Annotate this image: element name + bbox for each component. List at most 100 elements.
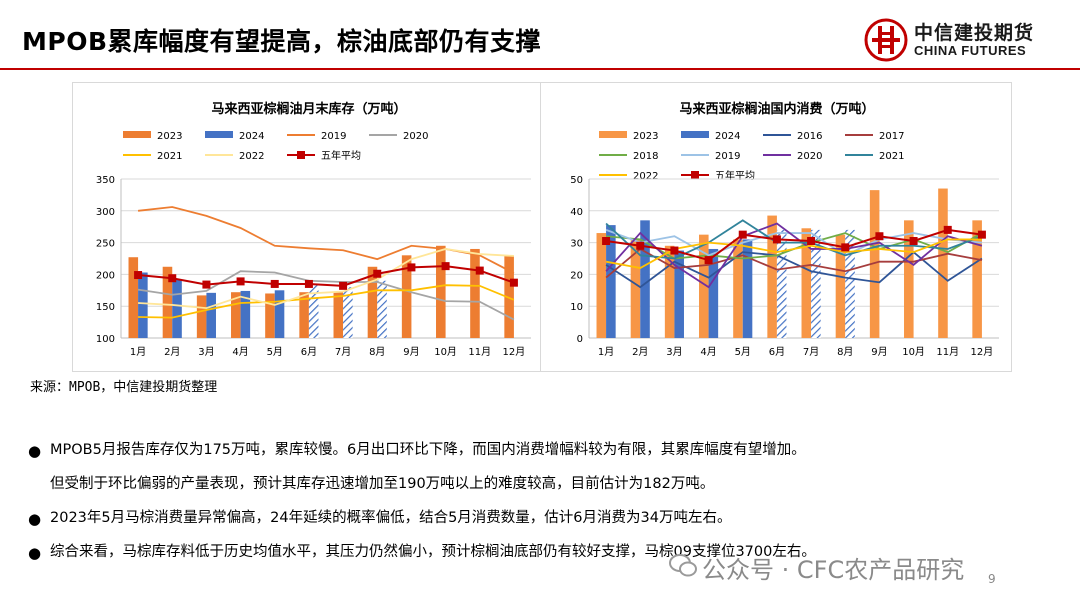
legend-swatch-marker <box>691 171 699 179</box>
y-tick-label: 20 <box>570 270 583 281</box>
marker-五年平均 <box>772 235 781 244</box>
marker-五年平均 <box>943 225 952 234</box>
legend-swatch-bar <box>599 131 627 138</box>
bar-2024 <box>640 220 650 338</box>
marker-五年平均 <box>373 269 382 278</box>
consumption-chart-svg: 马来西亚棕榈油国内消费（万吨） 2023 2024 2016 2017 2018 2019 2… <box>570 101 999 358</box>
y-tick-label: 300 <box>96 207 115 218</box>
legend-swatch-marker <box>297 151 305 159</box>
legend-label: 2019 <box>321 131 346 142</box>
bar-2024 <box>240 290 251 338</box>
legend-label: 2020 <box>797 151 822 162</box>
y-tick-label: 0 <box>577 334 583 345</box>
bar-2024 <box>674 250 684 338</box>
marker-五年平均 <box>236 277 245 286</box>
x-tick-label: 8月 <box>369 346 385 358</box>
legend-label: 2024 <box>239 131 264 142</box>
x-tick-label: 5月 <box>267 346 283 358</box>
bullet-item: 但受制于环比偏弱的产量表现，预计其库存迅速增加至190万吨以上的难度较高，目前估… <box>28 474 1028 508</box>
bar-2024 <box>742 239 753 338</box>
y-tick-label: 30 <box>570 239 583 250</box>
page-title: MPOB累库幅度有望提高，棕油底部仍有支撑 <box>22 27 542 56</box>
bar-2023 <box>733 239 743 338</box>
bar-2023 <box>972 220 982 338</box>
y-tick-label: 50 <box>570 175 583 186</box>
bar-2023 <box>904 220 914 338</box>
series-line-五年平均 <box>605 228 983 262</box>
header-divider <box>0 68 1080 70</box>
bar-2023 <box>938 188 948 338</box>
x-tick-label: 5月 <box>735 346 751 358</box>
legend-label: 2016 <box>797 131 822 142</box>
x-tick-label: 12月 <box>971 346 994 358</box>
marker-五年平均 <box>738 230 747 239</box>
bullet-item: ● MPOB5月报告库存仅为175万吨，累库较慢。6月出口环比下降，而国内消费增… <box>28 440 1028 474</box>
watermark: 公众号 · CFC农产品研究 <box>702 556 965 584</box>
bullet-list: ● MPOB5月报告库存仅为175万吨，累库较慢。6月出口环比下降，而国内消费增… <box>28 440 1028 576</box>
bar-2024 <box>308 285 319 338</box>
series-line-2022 <box>138 248 514 310</box>
inventory-chart-svg: 马来西亚棕榈油月末库存（万吨） 2023 2024 2019 2020 2021 2022 五… <box>96 101 531 358</box>
x-tick-label: 2月 <box>164 346 180 358</box>
legend-swatch-bar <box>681 131 709 138</box>
x-tick-label: 10月 <box>434 346 457 358</box>
legend-swatch-bar <box>123 131 151 138</box>
series-line-2021 <box>605 219 983 260</box>
bullet-text: 综合来看，马棕库存料低于历史均值水平，其压力仍然偏小，预计棕榈油底部仍有较好支撑… <box>50 544 816 560</box>
marker-五年平均 <box>977 230 986 239</box>
x-tick-label: 7月 <box>803 346 819 358</box>
bar-2023 <box>436 245 446 338</box>
series-line-2020 <box>605 222 983 289</box>
x-tick-label: 4月 <box>232 346 248 358</box>
x-tick-label: 2月 <box>632 346 648 358</box>
bar-2023 <box>333 292 344 338</box>
bar-2024 <box>274 290 285 338</box>
marker-五年平均 <box>704 256 713 265</box>
marker-五年平均 <box>270 279 279 288</box>
marker-五年平均 <box>339 281 348 290</box>
company-logo: 中信建投期货 CHINA FUTURES <box>864 16 1064 64</box>
legend-label: 2017 <box>879 131 904 142</box>
page-number: 9 <box>988 572 996 586</box>
x-tick-label: 10月 <box>902 346 925 358</box>
marker-五年平均 <box>509 278 518 287</box>
x-tick-label: 7月 <box>335 346 351 358</box>
logo-text-cn: 中信建投期货 <box>914 22 1035 44</box>
bullet-item: ● 综合来看，马棕库存料低于历史均值水平，其压力仍然偏小，预计棕榈油底部仍有较好… <box>28 542 1028 576</box>
y-tick-label: 200 <box>96 270 115 281</box>
bar-2023 <box>835 234 846 338</box>
chart-title: 马来西亚棕榈油国内消费（万吨） <box>679 101 874 117</box>
chart-title: 马来西亚棕榈油月末库存（万吨） <box>211 101 406 117</box>
y-tick-label: 150 <box>96 302 115 313</box>
y-tick-label: 10 <box>570 302 583 313</box>
x-tick-label: 9月 <box>871 346 887 358</box>
marker-五年平均 <box>407 263 416 272</box>
bar-2024 <box>776 229 787 338</box>
x-tick-label: 11月 <box>468 346 491 358</box>
legend-label: 2021 <box>879 151 904 162</box>
marker-五年平均 <box>807 237 816 246</box>
bar-2023 <box>231 292 241 338</box>
legend-label: 五年平均 <box>321 149 361 162</box>
bar-2024 <box>377 280 387 338</box>
series-line-五年平均 <box>137 265 515 287</box>
bar-2024 <box>343 287 353 338</box>
bar-2023 <box>367 266 378 338</box>
marker-五年平均 <box>636 241 645 250</box>
bar-2023 <box>699 234 709 338</box>
marker-五年平均 <box>304 279 313 288</box>
bar-2023 <box>767 215 777 338</box>
x-tick-label: 1月 <box>598 346 614 358</box>
wechat-icon <box>669 554 697 577</box>
citic-logo-icon <box>864 18 908 62</box>
bullet-dot: ● <box>28 442 42 460</box>
legend-label: 2021 <box>157 151 182 162</box>
legend-label: 2022 <box>633 171 658 182</box>
x-tick-label: 3月 <box>666 346 682 358</box>
marker-五年平均 <box>909 237 918 246</box>
bullet-text: MPOB5月报告库存仅为175万吨，累库较慢。6月出口环比下降，而国内消费增幅料… <box>50 442 806 458</box>
x-tick-label: 12月 <box>503 346 526 358</box>
marker-五年平均 <box>602 237 611 246</box>
legend-label: 2020 <box>403 131 428 142</box>
legend-label: 五年平均 <box>715 169 755 182</box>
